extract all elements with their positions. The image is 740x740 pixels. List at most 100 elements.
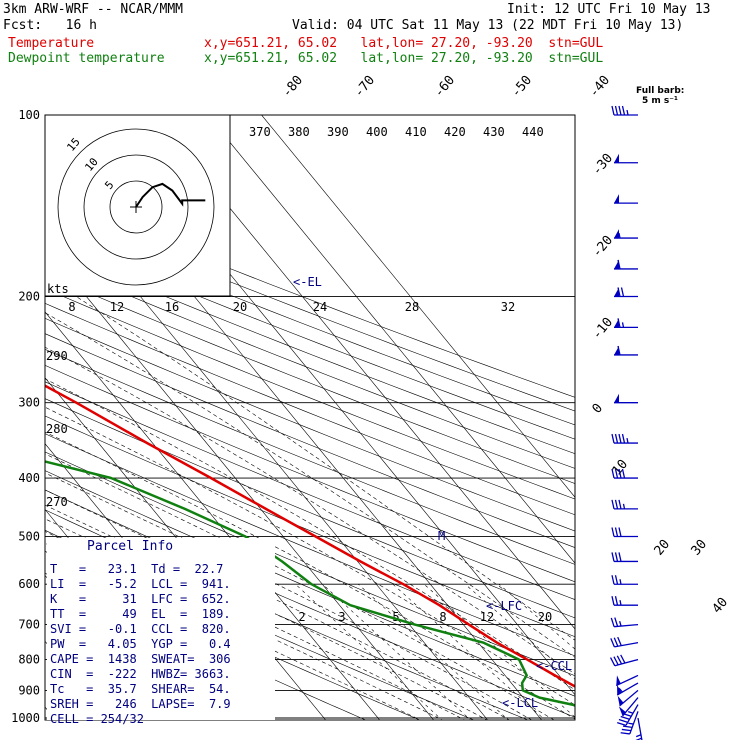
wind-barb	[611, 433, 638, 444]
mixing-ratio-tick-label: 3	[338, 610, 345, 624]
isotherm-line	[261, 115, 575, 498]
dry-adiabat-line	[45, 381, 575, 600]
dry-adiabat-line	[45, 232, 575, 440]
wind-barb	[620, 711, 639, 735]
wind-barb-full	[618, 433, 622, 444]
isotherm-tick-label: 40	[710, 595, 732, 617]
wind-barb	[614, 259, 638, 270]
wind-barb-flag	[614, 153, 619, 163]
hodograph-scale-label: 8	[68, 300, 75, 314]
wind-barb-full	[614, 596, 619, 606]
wind-barb-full	[620, 732, 630, 735]
wind-barb-full	[613, 637, 619, 647]
wind-barb-full	[617, 345, 621, 356]
mixing-ratio-line	[295, 584, 443, 720]
wind-barb-flag	[614, 393, 619, 403]
parcel-info-row: CELL = 254/32	[50, 712, 144, 726]
temperature-legend: Temperature	[8, 36, 95, 51]
wind-barb-staff	[629, 711, 639, 735]
wind-barb	[615, 674, 639, 687]
hodograph-scale-label: 28	[405, 300, 419, 314]
dry-adiabat-line	[45, 398, 575, 619]
isotherm-tick-label: 0	[590, 401, 607, 417]
wind-barb	[611, 105, 638, 116]
wind-barb	[614, 194, 638, 204]
hodograph-trace	[135, 182, 206, 208]
wind-barb-half	[621, 322, 625, 328]
wind-barb-half	[619, 579, 622, 585]
wind-barb-full	[618, 718, 628, 723]
theta-e-tick-label: 370	[249, 125, 271, 139]
wind-barb	[611, 468, 638, 479]
level-label: <-CCL	[536, 659, 572, 673]
parcel-info-row: SVI = -0.1 CCL = 820.	[50, 622, 231, 636]
dry-adiabat-tick-label: 270	[46, 495, 68, 509]
parcel-info-panel: Parcel Info T = 23.1 Td = 22.7 LI = -5.2 …	[47, 538, 275, 726]
moist-adiabat-line	[76, 296, 575, 641]
wind-barb-half	[626, 437, 629, 444]
wind-barb	[611, 527, 638, 538]
wind-barb-full	[614, 575, 619, 585]
mixing-ratio-tick-label: 20	[538, 610, 552, 624]
parcel-info-row: CIN = -222 HWBZ= 3663.	[50, 667, 231, 681]
temperature-trace	[45, 384, 575, 688]
pressure-tick-label: 700	[18, 618, 40, 632]
wind-barb-half	[619, 620, 622, 627]
isotherm-tick-label: -50	[509, 73, 536, 101]
dry-adiabat-line	[45, 303, 575, 516]
hodograph-scale-label: 12	[110, 300, 124, 314]
wind-barb	[611, 596, 638, 606]
dry-adiabat-line	[45, 365, 575, 583]
hodograph-ring	[109, 180, 163, 234]
parcel-info-row: PW = 4.05 YGP = 0.4	[50, 637, 231, 651]
hodograph-ring	[57, 128, 215, 286]
wind-barb	[611, 575, 638, 585]
wind-barb-full	[618, 527, 622, 537]
wind-barb	[614, 287, 638, 298]
hodograph-scale-label: 24	[313, 300, 327, 314]
wind-barb-half	[618, 687, 623, 693]
dewpoint-legend: Dewpoint temperature	[8, 51, 165, 66]
parcel-info-rows: T = 23.1 Td = 22.7 LI = -5.2 LCL = 941. K …	[50, 562, 231, 727]
pressure-tick-label: 500	[18, 529, 40, 543]
wind-barb-staff	[614, 642, 639, 648]
parcel-info-row: TT = 49 EL = 189.	[50, 607, 231, 621]
parcel-info-row: Tc = 35.7 SHEAR= 54.	[50, 682, 231, 696]
wind-barb-full	[610, 617, 615, 627]
wind-barb-flag	[614, 229, 619, 239]
wind-barb-full	[614, 433, 619, 444]
dry-adiabat-line	[45, 470, 575, 697]
wind-barb-full	[614, 617, 619, 627]
hodograph-units-label: kts	[47, 282, 69, 296]
wind-barb-full	[620, 715, 630, 720]
moist-adiabat-line	[45, 431, 575, 720]
wind-barb-half	[627, 710, 634, 714]
wind-barb	[614, 345, 638, 356]
moist-adiabat-line	[45, 378, 575, 691]
wind-barb-staff	[625, 704, 639, 726]
parcel-info-row: K = 31 LFC = 652.	[50, 592, 231, 606]
pressure-tick-label: 400	[18, 471, 40, 485]
pressure-tick-label: 800	[18, 653, 40, 667]
wind-barb-full	[616, 655, 623, 665]
wind-barb	[611, 499, 638, 510]
wind-barb-half	[622, 503, 626, 510]
wind-barb-full	[618, 499, 622, 510]
valid-time: Valid: 04 UTC Sat 11 May 13 (22 MDT Fri …	[292, 18, 684, 33]
full-barb-legend: Full barb: 5 m s⁻¹	[636, 86, 684, 106]
wind-barb-full	[611, 527, 615, 537]
wind-barb-full	[611, 105, 615, 116]
wind-barb	[617, 704, 639, 726]
hodograph-scale-label: 32	[501, 300, 515, 314]
pressure-tick-label: 100	[18, 108, 40, 122]
level-label: <-LCL	[502, 696, 538, 710]
wind-barb-full	[610, 638, 615, 648]
wind-barb-full	[622, 725, 633, 728]
wind-barb-flag	[614, 287, 619, 297]
wind-barb-full	[618, 105, 622, 116]
wind-barb-flag	[614, 259, 619, 269]
wind-barb	[611, 552, 638, 563]
wind-barb-full	[617, 287, 621, 297]
wind-barb-full	[611, 552, 615, 562]
dry-adiabat-line	[45, 333, 575, 548]
